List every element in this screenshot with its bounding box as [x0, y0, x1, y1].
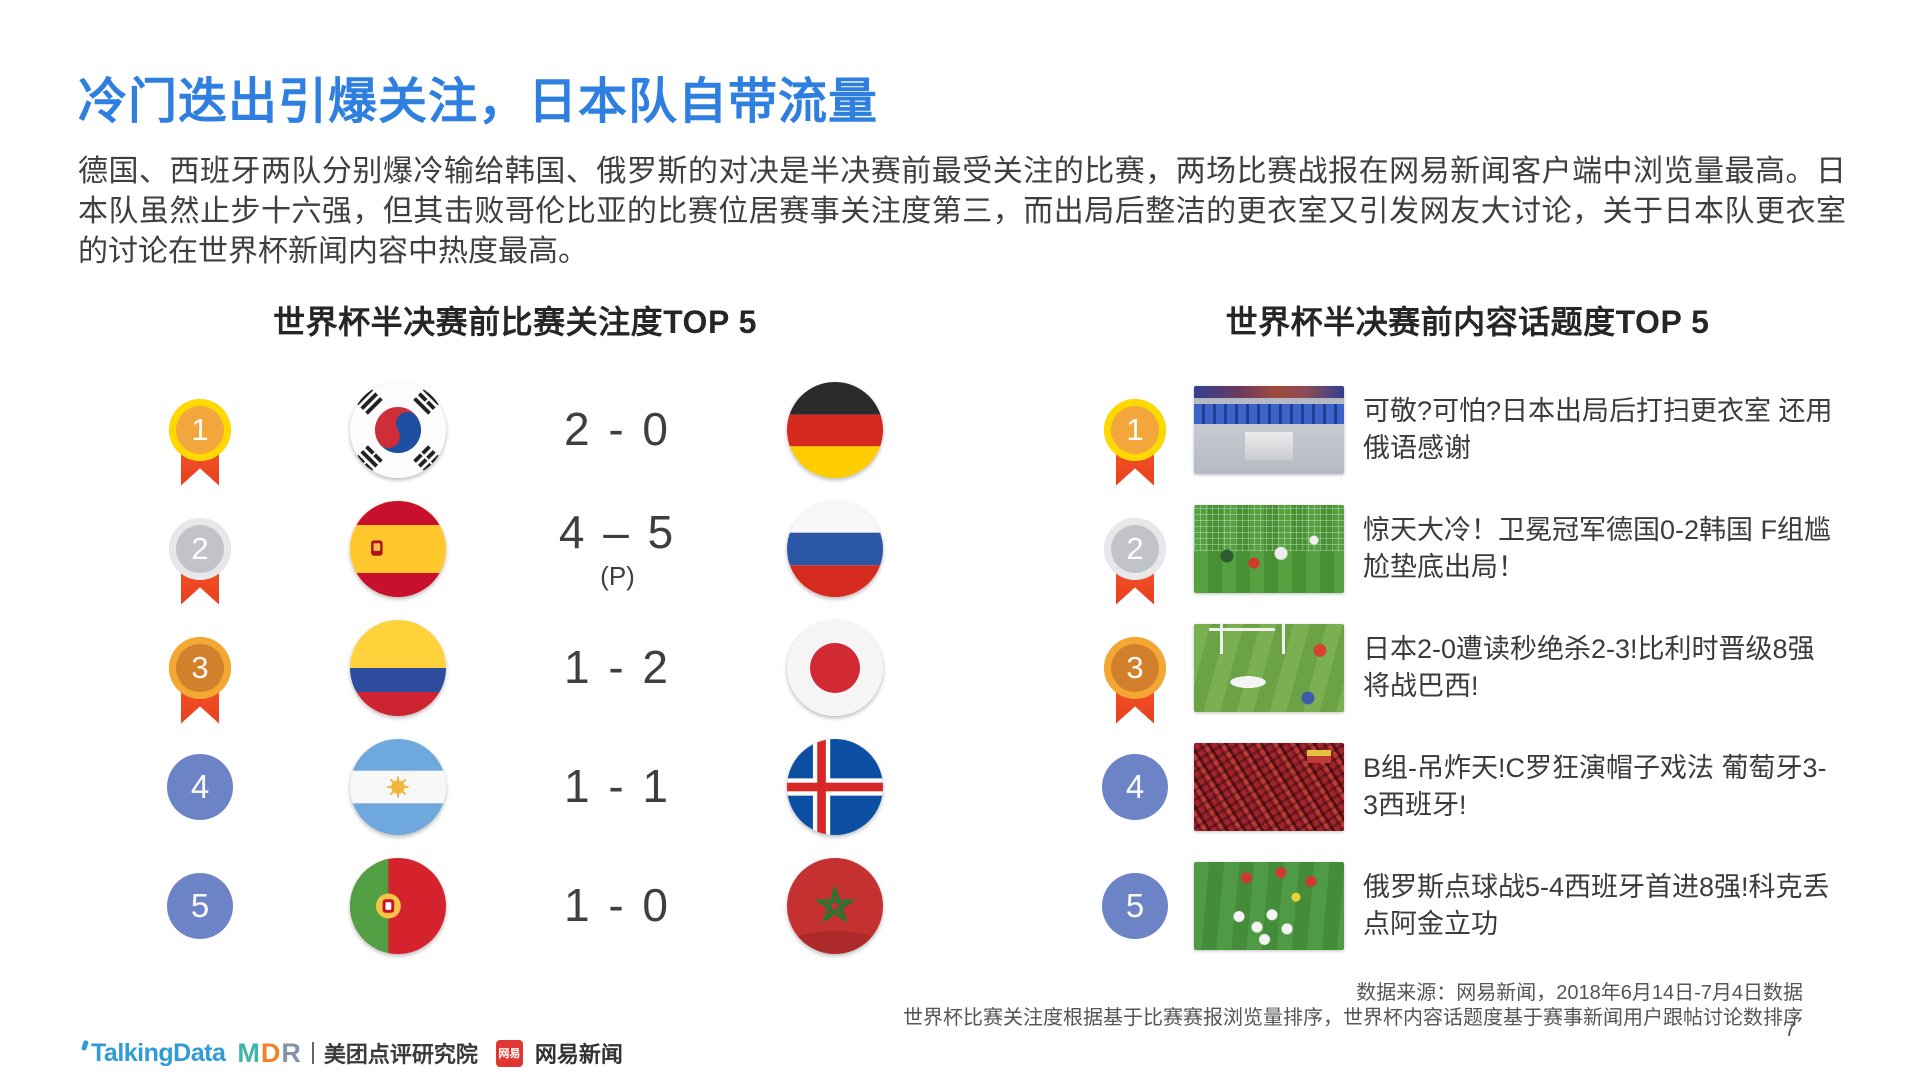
source-line2: 世界杯比赛关注度根据基于比赛赛报浏览量排序，世界杯内容话题度基于赛事新闻用户跟帖…	[903, 1007, 1803, 1029]
topic-headline: 可敬?可怕?日本出局后打扫更衣室 还用俄语感谢	[1363, 395, 1833, 463]
rank-number: 2	[1104, 517, 1166, 580]
rank-5-medal: 5	[1102, 872, 1168, 939]
netease-badge-icon: 网易	[495, 1039, 523, 1067]
rank-number: 1	[1104, 398, 1166, 461]
thumbnail-japan-locker-room	[1194, 385, 1344, 474]
portugal-flag-icon	[349, 857, 446, 954]
match-score: 4 – 5	[558, 506, 677, 558]
talkingdata-logo: TalkingData	[91, 1038, 226, 1067]
intro-paragraph: 德国、西班牙两队分别爆冷输给韩国、俄罗斯的对决是半决赛前最受关注的比赛，两场比赛…	[78, 155, 1846, 268]
rank-number: 3	[1104, 636, 1166, 699]
match-rank-row: 3 1 - 2	[100, 608, 930, 727]
morocco-flag-icon	[787, 857, 883, 954]
colombia-flag-icon	[349, 619, 446, 716]
match-rank-row: 2 4 – 5 (P)	[100, 489, 930, 608]
match-score: 1 - 0	[563, 878, 672, 931]
match-score: 1 - 2	[563, 640, 672, 693]
rank-3-medal: 3	[1104, 636, 1166, 724]
page-number: 7	[1784, 1018, 1796, 1041]
rank-2-medal: 2	[169, 517, 231, 605]
match-score-note: (P)	[600, 561, 635, 591]
match-rank-row: 4 1 - 1	[100, 727, 930, 846]
match-score: 1 - 1	[563, 759, 672, 812]
topic-rank-row: 1 可敬?可怕?日本出局后打扫更衣室 还用俄语感谢	[1095, 370, 1840, 489]
topic-headline: 惊天大冷！卫冕冠军德国0-2韩国 F组尴尬垫底出局！	[1363, 514, 1832, 582]
germany-flag-icon	[787, 381, 883, 478]
match-rank-row: 1	[100, 370, 930, 489]
score-cell: 2 - 0	[564, 402, 671, 458]
rank-2-medal: 2	[1104, 517, 1166, 605]
rank-number: 3	[169, 636, 231, 699]
bronze-medal-icon: 3	[169, 636, 231, 724]
silver-medal-icon: 2	[169, 517, 231, 605]
source-line1: 数据来源：网易新闻，2018年6月14日-7月4日数据	[1356, 982, 1803, 1004]
thumbnail-germany-korea-goal	[1194, 504, 1344, 593]
rank-4-medal: 4	[1102, 753, 1168, 820]
left-section-title: 世界杯半决赛前比赛关注度TOP 5	[273, 304, 757, 340]
score-cell: 1 - 2	[564, 640, 671, 696]
rank-circle-icon: 5	[1102, 872, 1168, 939]
match-score: 2 - 0	[563, 402, 672, 455]
silver-medal-icon: 2	[1104, 517, 1166, 605]
rank-circle-icon: 4	[1102, 753, 1168, 820]
netease-news-logo: 网易新闻	[534, 1042, 623, 1067]
meituan-dianping-institute-logo: 美团点评研究院	[323, 1042, 478, 1067]
south-korea-flag-icon	[349, 381, 446, 478]
right-section-title: 世界杯半决赛前内容话题度TOP 5	[1225, 304, 1710, 340]
match-attention-section: 世界杯半决赛前比赛关注度TOP 5 1	[100, 298, 930, 965]
rank-1-medal: 1	[1104, 398, 1166, 486]
topic-rank-row: 2 惊天大冷！卫冕冠军德国0-2韩国 F组尴尬垫底出局！	[1095, 489, 1840, 608]
score-cell: 1 - 1	[564, 759, 671, 815]
score-cell: 4 – 5 (P)	[559, 505, 676, 592]
russia-flag-icon	[787, 500, 883, 597]
rank-circle-icon: 5	[167, 872, 233, 939]
thumbnail-spain-fans	[1194, 742, 1344, 831]
logo-divider	[311, 1042, 314, 1064]
topic-headline: B组-吊炸天!C罗狂演帽子戏法 葡萄牙3-3西班牙!	[1363, 752, 1827, 820]
gold-medal-icon: 1	[169, 398, 231, 486]
thumbnail-russia-celebration	[1194, 861, 1344, 950]
bronze-medal-icon: 3	[1104, 636, 1166, 724]
iceland-flag-icon	[787, 738, 883, 835]
topic-headline: 日本2-0遭读秒绝杀2-3!比利时晋级8强将战巴西!	[1363, 633, 1815, 701]
rank-1-medal: 1	[169, 398, 231, 486]
gold-medal-icon: 1	[1104, 398, 1166, 486]
score-cell: 1 - 0	[564, 878, 671, 934]
rank-4-medal: 4	[167, 753, 233, 820]
japan-flag-icon	[787, 619, 883, 716]
rank-number: 2	[169, 517, 231, 580]
page-title: 冷门迭出引爆关注，日本队自带流量	[78, 75, 879, 129]
match-rank-row: 5 1 - 0	[100, 846, 930, 965]
rank-circle-icon: 4	[167, 753, 233, 820]
data-source-note: 数据来源：网易新闻，2018年6月14日-7月4日数据 世界杯比赛关注度根据基于…	[903, 981, 1803, 1031]
topic-rank-row: 5 俄罗斯点球战5-4西班牙首进8强!科克丢点阿金立功	[1095, 846, 1840, 965]
rank-3-medal: 3	[169, 636, 231, 724]
spain-flag-icon	[349, 500, 446, 597]
argentina-flag-icon	[349, 738, 446, 835]
mdr-logo: MDR	[237, 1037, 302, 1068]
talkingdata-tick-mark	[81, 1039, 89, 1051]
rank-5-medal: 5	[167, 872, 233, 939]
topic-rank-row: 4 B组-吊炸天!C罗狂演帽子戏法 葡萄牙3-3西班牙!	[1095, 727, 1840, 846]
footer-logos: TalkingData MDR 美团点评研究院 网易 网易新闻	[80, 1036, 623, 1070]
rank-number: 1	[169, 398, 231, 461]
topic-headline: 俄罗斯点球战5-4西班牙首进8强!科克丢点阿金立功	[1363, 871, 1830, 939]
content-topic-section: 世界杯半决赛前内容话题度TOP 5 1 可敬?可怕?日本出局后打扫更衣室 还用俄…	[1095, 298, 1840, 965]
topic-rank-row: 3 日本2-0遭读秒绝杀2-3!比利时晋级8强将战巴西!	[1095, 608, 1840, 727]
thumbnail-japan-belgium-pitch	[1194, 623, 1344, 712]
